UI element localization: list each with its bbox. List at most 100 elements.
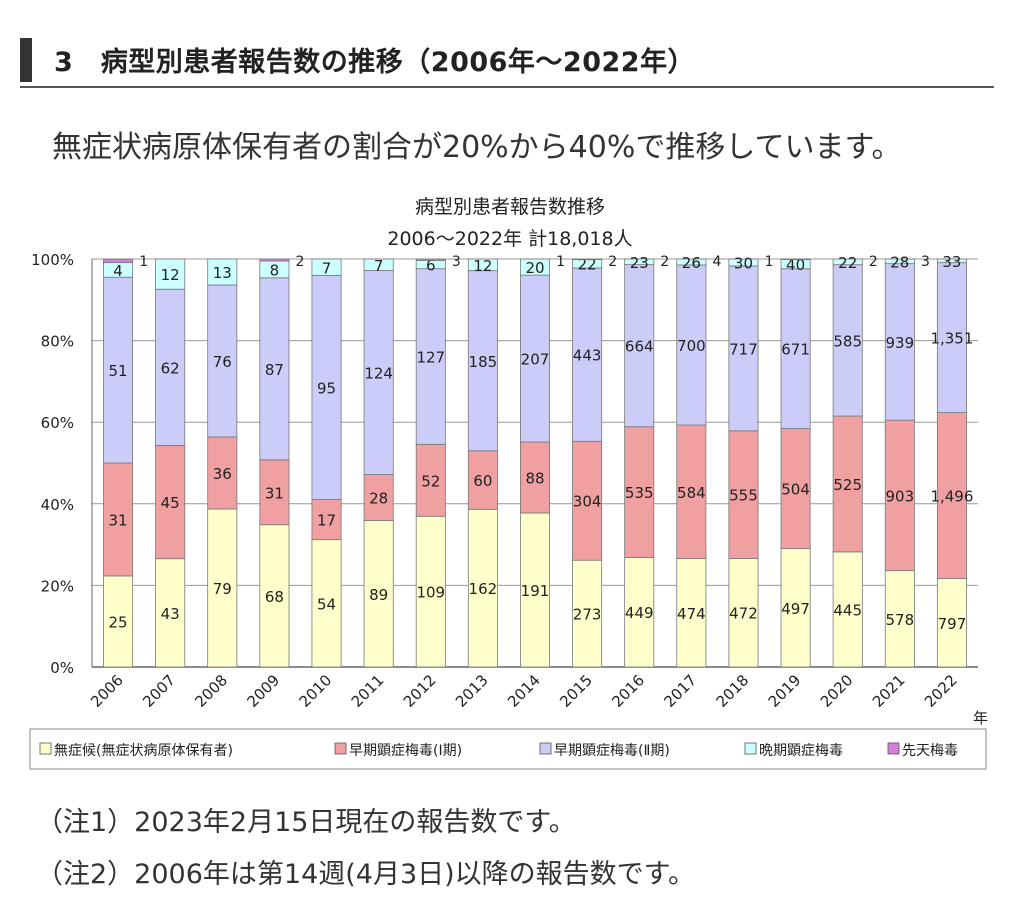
x-axis-label: 年 <box>973 709 988 727</box>
data-label: 28 <box>369 490 388 508</box>
data-label: 31 <box>109 511 128 529</box>
legend-label: 先天梅毒 <box>902 743 958 759</box>
data-label: 68 <box>265 588 284 606</box>
chart-title: 病型別患者報告数推移 <box>415 196 605 218</box>
data-label: 504 <box>781 481 810 499</box>
lead-text: 無症状病原体保有者の割合が20%から40%で推移しています。 <box>52 130 902 165</box>
bar-segment <box>728 258 759 267</box>
data-label: 26 <box>682 254 701 272</box>
bar-segment <box>415 268 446 445</box>
data-label: 443 <box>573 347 602 365</box>
top-annotation: 1 <box>556 254 565 270</box>
note-2: （注2）2006年は第14週(4月3日)以降の報告数です。 <box>36 859 695 890</box>
x-tick-label: 2012 <box>400 671 440 711</box>
bar-segment <box>103 462 134 577</box>
chart-subtitle: 2006〜2022年 計18,018人 <box>387 228 632 250</box>
data-label: 87 <box>265 361 284 379</box>
bar-segment <box>103 276 134 464</box>
x-tick-label: 2017 <box>660 671 700 711</box>
data-label: 664 <box>625 338 654 356</box>
bar-segment <box>363 474 394 521</box>
bar-segment <box>624 264 655 428</box>
data-label: 43 <box>161 605 180 623</box>
data-label: 797 <box>938 615 967 633</box>
data-label: 8 <box>270 261 280 279</box>
data-label: 555 <box>729 487 758 505</box>
x-tick-label: 2006 <box>87 671 127 711</box>
bar-segment <box>363 520 394 668</box>
bar-segment <box>155 258 186 290</box>
data-label: 54 <box>317 595 336 613</box>
top-annotation: 3 <box>452 254 461 270</box>
top-annotation: 2 <box>608 254 617 270</box>
bar-segment <box>624 258 655 266</box>
data-label: 22 <box>838 254 857 272</box>
bar-segment <box>832 415 863 553</box>
x-tick-label: 2018 <box>713 671 753 711</box>
data-label: 30 <box>734 254 753 272</box>
data-label: 60 <box>473 472 492 490</box>
x-tick-label: 2015 <box>556 671 596 711</box>
x-tick-label: 2011 <box>348 671 388 711</box>
data-label: 22 <box>578 256 597 274</box>
bar-segment <box>728 558 759 668</box>
data-label: 939 <box>886 334 915 352</box>
note-1: （注1）2023年2月15日現在の報告数です。 <box>36 807 576 838</box>
data-label: 671 <box>781 341 810 359</box>
bar-segment <box>259 459 290 526</box>
bar-segment <box>207 284 238 438</box>
data-label: 31 <box>265 484 284 502</box>
data-label: 717 <box>729 340 758 358</box>
bar-segment <box>311 258 342 276</box>
data-label: 578 <box>886 611 915 629</box>
data-label: 7 <box>374 257 384 275</box>
x-tick-label: 2021 <box>869 671 909 711</box>
data-label: 89 <box>369 586 388 604</box>
data-label: 88 <box>525 470 544 488</box>
data-label: 7 <box>322 259 332 277</box>
bar-segment <box>467 508 498 668</box>
bar-segment <box>259 524 290 668</box>
section-title: 3 病型別患者報告数の推移（2006年〜2022年） <box>54 47 696 78</box>
bar-segment <box>780 548 811 668</box>
bar-segment <box>103 575 134 668</box>
data-label: 497 <box>781 600 810 618</box>
top-annotation: 4 <box>712 254 721 270</box>
bar-segment <box>832 258 863 266</box>
x-tick-label: 2014 <box>504 671 544 711</box>
data-label: 62 <box>161 359 180 377</box>
bar-segment <box>572 559 603 668</box>
data-label: 124 <box>364 365 393 383</box>
bar-segment <box>311 539 342 668</box>
bar-segment <box>572 267 603 442</box>
bar-segment <box>207 436 238 510</box>
y-tick-label: 20% <box>41 577 74 595</box>
stacked-bar-chart: 病型別患者報告数推移 2006〜2022年 計18,018人 0% 20% 40% 60%… <box>29 196 988 770</box>
data-label: 76 <box>213 353 232 371</box>
top-annotation: 2 <box>296 254 305 270</box>
bar-segment <box>363 270 394 475</box>
data-label: 33 <box>942 253 961 271</box>
data-label: 903 <box>886 487 915 505</box>
data-label: 474 <box>677 605 706 623</box>
data-label: 25 <box>109 613 128 631</box>
x-tick-label: 2007 <box>139 671 179 711</box>
top-annotation: 2 <box>660 254 669 270</box>
bar-segment <box>936 412 967 579</box>
top-annotation: 2 <box>869 254 878 270</box>
bar-segment <box>103 258 134 264</box>
x-tick-label: 2016 <box>608 671 648 711</box>
data-label: 12 <box>161 266 180 284</box>
data-label: 1,351 <box>930 330 973 348</box>
data-label: 4 <box>113 262 123 280</box>
bar-segment <box>207 258 238 286</box>
data-label: 535 <box>625 484 654 502</box>
bar-segment <box>155 558 186 668</box>
bar-segment <box>259 258 290 262</box>
x-tick-label: 2009 <box>244 671 284 711</box>
data-label: 23 <box>630 254 649 272</box>
bar-segment <box>624 556 655 668</box>
bar-segment <box>780 428 811 550</box>
data-label: 585 <box>833 332 862 350</box>
data-label: 109 <box>416 584 445 602</box>
